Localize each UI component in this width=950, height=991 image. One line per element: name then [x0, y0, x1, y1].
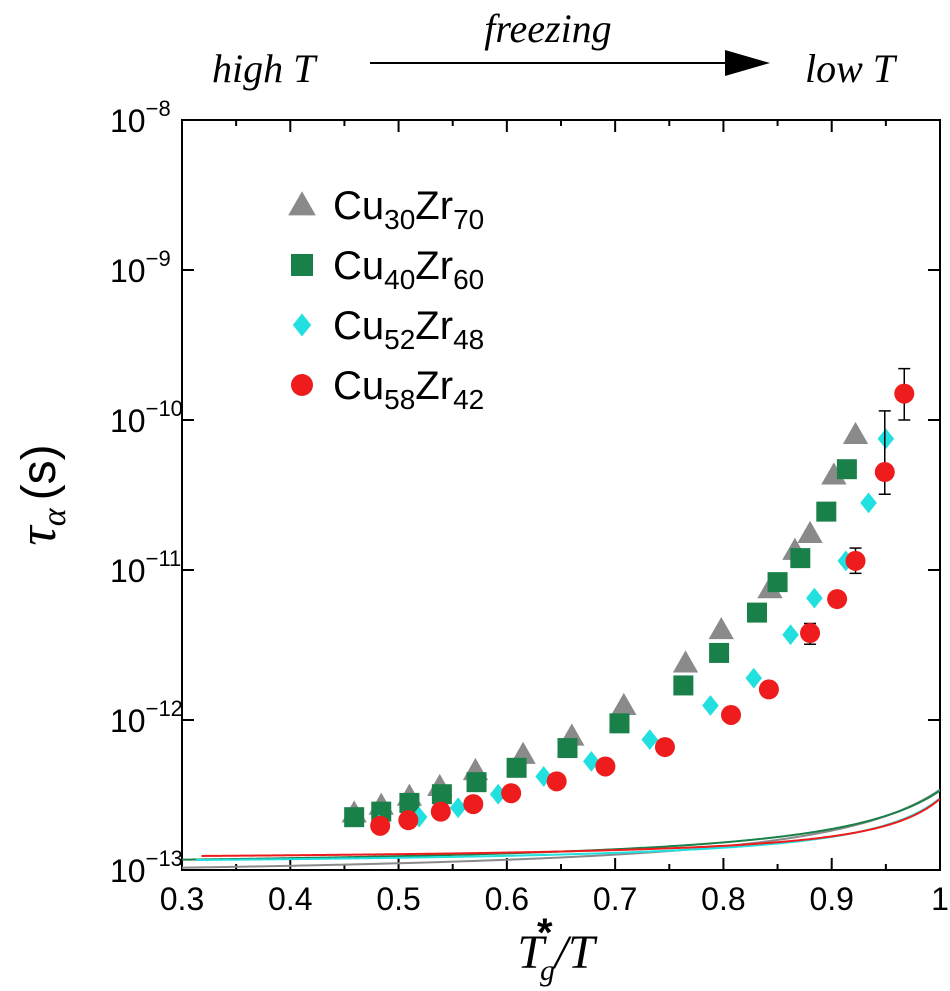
data-point-Cu52Zr48 — [806, 587, 823, 609]
data-point-Cu58Zr42 — [874, 462, 895, 483]
data-point-Cu40Zr60 — [431, 784, 452, 805]
data-point-Cu58Zr42 — [501, 783, 522, 804]
x-tick-label: 0.7 — [593, 881, 637, 917]
data-point-Cu30Zr70 — [797, 520, 823, 544]
data-point-Cu58Zr42 — [721, 704, 742, 725]
y-tick-label: 10−11 — [110, 546, 181, 589]
axis-ticks: 0.3 0.4 0.5 0.6 0.7 0.8 0.9 1 10−13 10−12 10−11 10−… — [110, 96, 949, 917]
data-point-Cu58Zr42 — [758, 679, 779, 700]
legend: Cu30Zr70 Cu40Zr60 Cu52Zr48 Cu58Zr42 — [288, 184, 484, 415]
data-point-Cu58Zr42 — [894, 383, 915, 404]
freezing-label: freezing — [484, 6, 611, 51]
fit-curves — [182, 788, 940, 869]
data-point-Cu40Zr60 — [399, 792, 420, 813]
y-tick-label: 10−13 — [110, 846, 183, 889]
data-point-Cu30Zr70 — [708, 617, 734, 640]
data-point-Cu30Zr70 — [842, 421, 869, 445]
data-point-Cu52Zr48 — [782, 624, 799, 646]
data-point-Cu40Zr60 — [790, 548, 811, 569]
freezing-arrow-head — [725, 50, 770, 76]
x-tick-label: 1 — [931, 881, 949, 917]
high-t-label: high T — [212, 46, 318, 91]
data-point-Cu40Zr60 — [746, 602, 767, 623]
data-point-Cu58Zr42 — [398, 810, 419, 831]
x-tick-label: 0.9 — [809, 881, 853, 917]
data-point-Cu52Zr48 — [641, 729, 659, 750]
data-point-Cu52Zr48 — [489, 783, 507, 805]
data-point-Cu40Zr60 — [767, 572, 788, 593]
y-axis-label: τα(s) — [7, 444, 73, 545]
x-tick-label: 0.8 — [701, 881, 745, 917]
y-tick-label: 10−12 — [110, 696, 183, 739]
data-point-Cu40Zr60 — [609, 713, 630, 734]
data-point-Cu52Zr48 — [745, 667, 763, 689]
data-point-Cu58Zr42 — [546, 771, 567, 792]
data-points — [341, 367, 915, 836]
legend-label-Cu30Zr70: Cu30Zr70 — [333, 184, 484, 235]
data-point-Cu40Zr60 — [506, 757, 527, 778]
data-point-Cu58Zr42 — [827, 589, 848, 610]
data-point-Cu52Zr48 — [860, 492, 877, 514]
data-point-Cu58Zr42 — [845, 550, 866, 571]
data-point-Cu58Zr42 — [800, 623, 821, 644]
data-point-Cu30Zr70 — [611, 692, 637, 715]
data-point-Cu40Zr60 — [816, 501, 837, 522]
data-point-Cu40Zr60 — [673, 675, 694, 696]
data-point-Cu40Zr60 — [344, 807, 365, 828]
data-point-Cu52Zr48 — [449, 797, 467, 819]
data-point-Cu58Zr42 — [595, 756, 616, 777]
low-t-label: low T — [805, 46, 898, 91]
x-axis-label: Tg*/T — [517, 911, 598, 987]
data-point-Cu40Zr60 — [836, 459, 857, 480]
data-point-Cu40Zr60 — [709, 642, 730, 663]
data-point-Cu58Zr42 — [370, 815, 391, 836]
y-tick-label: 10−8 — [110, 96, 171, 139]
fit-curve-Cu58Zr42 — [201, 798, 940, 857]
x-tick-label: 0.3 — [160, 881, 204, 917]
legend-marker-Cu40Zr60 — [291, 254, 313, 276]
x-tick-label: 0.6 — [485, 881, 529, 917]
data-point-Cu58Zr42 — [463, 794, 484, 815]
legend-label-Cu58Zr42: Cu58Zr42 — [333, 364, 484, 415]
data-point-Cu30Zr70 — [672, 650, 699, 673]
y-tick-label: 10−9 — [110, 246, 171, 289]
header: high T freezing low T — [212, 6, 898, 91]
data-point-Cu58Zr42 — [654, 737, 675, 758]
y-tick-label: 10−10 — [110, 396, 183, 439]
data-point-Cu58Zr42 — [430, 801, 451, 822]
data-point-Cu52Zr48 — [702, 695, 719, 716]
legend-marker-Cu58Zr42 — [291, 374, 313, 396]
fit-curve-Cu30Zr70 — [182, 788, 940, 869]
x-tick-label: 0.5 — [376, 881, 420, 917]
data-point-Cu52Zr48 — [877, 428, 895, 450]
legend-marker-Cu30Zr70 — [288, 191, 316, 216]
legend-label-Cu52Zr48: Cu52Zr48 — [333, 304, 484, 355]
legend-marker-Cu52Zr48 — [292, 313, 312, 337]
data-point-Cu40Zr60 — [371, 801, 392, 822]
data-point-Cu52Zr48 — [410, 806, 428, 828]
x-tick-label: 0.4 — [268, 881, 312, 917]
data-point-Cu40Zr60 — [466, 772, 487, 793]
data-point-Cu40Zr60 — [557, 738, 578, 759]
legend-label-Cu40Zr60: Cu40Zr60 — [333, 244, 484, 295]
fit-curve-Cu40Zr60 — [182, 789, 940, 861]
